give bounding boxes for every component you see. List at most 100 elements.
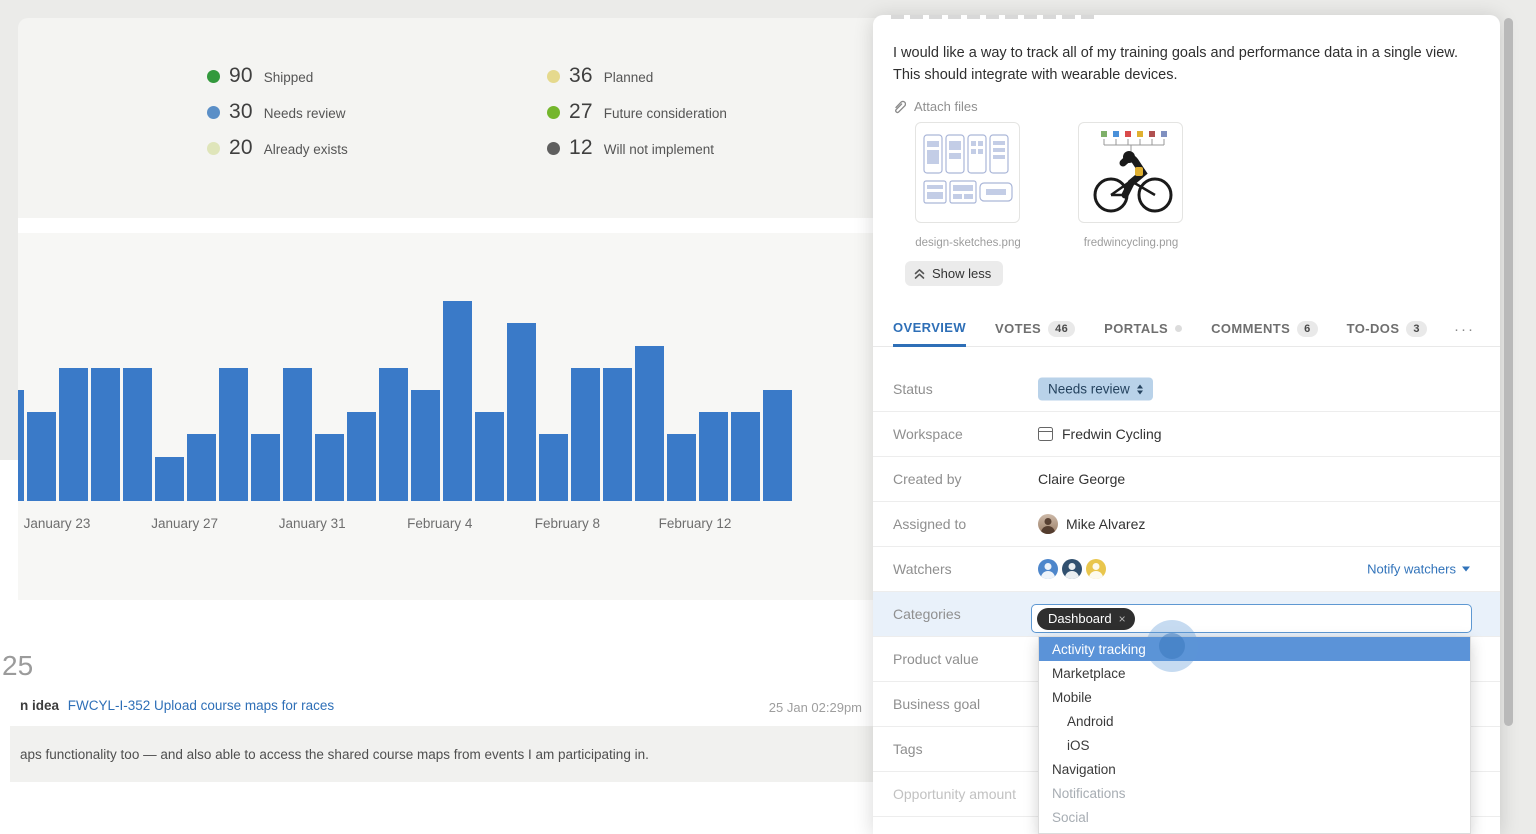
- attach-files-label: Attach files: [914, 99, 978, 114]
- bar-day-2: [27, 412, 56, 501]
- bar-day-23: [699, 412, 728, 501]
- bar-day-7: [187, 434, 216, 501]
- bar-day-24: [731, 412, 760, 501]
- category-tag-dashboard: Dashboard ×: [1037, 607, 1135, 630]
- bar-day-14: [411, 390, 440, 501]
- field-label-created-by: Created by: [893, 471, 962, 487]
- dropdown-option-marketplace[interactable]: Marketplace: [1052, 665, 1126, 681]
- bar-day-10: [283, 368, 312, 501]
- bar-day-4: [91, 368, 120, 501]
- attach-files-button[interactable]: Attach files: [892, 99, 978, 114]
- tab-to-dos[interactable]: TO-DOS 3: [1347, 311, 1427, 347]
- dropdown-option-ios[interactable]: iOS: [1067, 737, 1090, 753]
- legend-item-already-exists: 20 Already exists: [207, 134, 348, 162]
- bar-day-17: [507, 323, 536, 501]
- tab-portals[interactable]: PORTALS: [1104, 311, 1183, 347]
- left-edge-background: [0, 460, 18, 600]
- legend-color-dot: [207, 69, 220, 83]
- tab-votes[interactable]: VOTES 46: [995, 311, 1076, 347]
- bar-day-5: [123, 368, 152, 501]
- bar-day-20: [603, 368, 632, 501]
- field-row-workspace: Workspace Fredwin Cycling: [873, 412, 1500, 457]
- attachment-thumbnail-fredwincycling[interactable]: [1078, 122, 1183, 223]
- tab-overview[interactable]: OVERVIEW: [893, 311, 967, 347]
- categories-input[interactable]: Dashboard ×: [1031, 604, 1472, 633]
- dropdown-option-android[interactable]: Android: [1067, 713, 1114, 729]
- legend-value: 27: [569, 100, 593, 123]
- detail-tabs: OVERVIEW VOTES 46 PORTALS COMMENTS 6 TO-DOS 3 ··…: [873, 311, 1500, 347]
- idea-detail-card: I would like a way to track all of my tr…: [873, 15, 1500, 834]
- bar-chart: January 23 January 27 January 31 February 4…: [18, 233, 884, 600]
- caret-down-icon: [1462, 566, 1470, 572]
- field-label-product-value: Product value: [893, 651, 979, 667]
- tab-badge-count: 6: [1297, 320, 1318, 337]
- remove-tag-icon[interactable]: ×: [1118, 611, 1126, 626]
- bar-day-11: [315, 434, 344, 501]
- legend-item-will-not-implement: 12 Will not implement: [547, 134, 714, 162]
- bar-day-21: [635, 346, 664, 501]
- field-value-status: Needs review: [1038, 377, 1153, 401]
- field-value-workspace: Fredwin Cycling: [1038, 426, 1162, 442]
- legend-color-dot: [207, 105, 220, 119]
- field-label-watchers: Watchers: [893, 561, 952, 577]
- clipped-text-remnant: [891, 15, 1096, 19]
- dropdown-option-activity-tracking[interactable]: Activity tracking: [1039, 637, 1470, 661]
- tab-label: VOTES: [995, 321, 1042, 336]
- dropdown-option-navigation[interactable]: Navigation: [1052, 761, 1116, 777]
- watcher-avatar-1: [1038, 559, 1058, 579]
- idea-quote-text: aps functionality too — and also able to…: [20, 746, 649, 762]
- field-value-created-by: Claire George: [1038, 471, 1125, 487]
- tab-badge-count: 46: [1048, 320, 1076, 337]
- tab-label: TO-DOS: [1346, 321, 1400, 336]
- bar-day-22: [667, 434, 696, 501]
- tab-badge-count: 3: [1406, 320, 1427, 337]
- bar-day-19: [571, 368, 600, 501]
- cyclist-image: [1093, 131, 1173, 213]
- avatar-mike-alvarez: [1038, 514, 1058, 534]
- field-label-assigned-to: Assigned to: [893, 516, 967, 532]
- bar-day-12: [347, 412, 376, 501]
- legend-value: 12: [569, 136, 593, 159]
- bar-day-25: [763, 390, 792, 501]
- field-row-created-by: Created by Claire George: [873, 457, 1500, 502]
- idea-timestamp: 25 Jan 02:29pm: [768, 700, 862, 715]
- dropdown-option-social[interactable]: Social: [1052, 809, 1089, 825]
- legend-color-dot: [547, 69, 560, 83]
- panel-gap: [18, 218, 884, 233]
- bar-day-9: [251, 434, 280, 501]
- field-row-assigned-to: Assigned to Mike Alvarez: [873, 502, 1500, 547]
- field-label-opportunity-amount: Opportunity amount: [893, 786, 1016, 802]
- show-less-label: Show less: [932, 266, 992, 281]
- attachment-name: design-sketches.png: [915, 237, 1021, 249]
- x-tick-label: February 4: [407, 516, 473, 531]
- bar-day-13: [379, 368, 408, 501]
- page-scrollbar[interactable]: [1504, 18, 1513, 726]
- field-value-assigned-to: Mike Alvarez: [1038, 514, 1145, 534]
- legend-label: Shipped: [263, 70, 314, 85]
- attachment-thumbnail-design-sketches[interactable]: [915, 122, 1020, 223]
- show-less-button[interactable]: Show less: [905, 261, 1004, 286]
- notify-watchers-button[interactable]: Notify watchers: [1367, 562, 1470, 577]
- field-row-watchers: Watchers Notify watchers: [873, 547, 1500, 592]
- legend-item-needs-review: 30 Needs review: [207, 98, 346, 126]
- legend-color-dot: [547, 141, 560, 155]
- tab-label: OVERVIEW: [893, 319, 967, 335]
- tabs-more-button[interactable]: ···: [1454, 320, 1475, 338]
- legend-color-dot: [207, 141, 220, 155]
- x-tick-label: January 31: [278, 516, 346, 531]
- watcher-avatar-2: [1062, 559, 1082, 579]
- attachment-name: fredwincycling.png: [1083, 237, 1179, 249]
- categories-dropdown: Activity tracking Marketplace Mobile Androi…: [1038, 636, 1471, 834]
- field-value-watchers: [1038, 559, 1106, 579]
- tab-label: PORTALS: [1104, 321, 1169, 336]
- notify-watchers-label: Notify watchers: [1367, 561, 1456, 577]
- dropdown-option-mobile[interactable]: Mobile: [1052, 689, 1092, 705]
- tab-comments[interactable]: COMMENTS 6: [1211, 311, 1318, 347]
- idea-link[interactable]: FWCYL-I-352 Upload course maps for races: [67, 698, 335, 713]
- paperclip-icon: [895, 100, 906, 114]
- status-dropdown-button[interactable]: Needs review: [1038, 377, 1153, 401]
- tab-badge-dot: [1175, 325, 1183, 332]
- double-chevron-up-icon: [914, 268, 925, 279]
- dropdown-option-notifications[interactable]: Notifications: [1052, 785, 1126, 801]
